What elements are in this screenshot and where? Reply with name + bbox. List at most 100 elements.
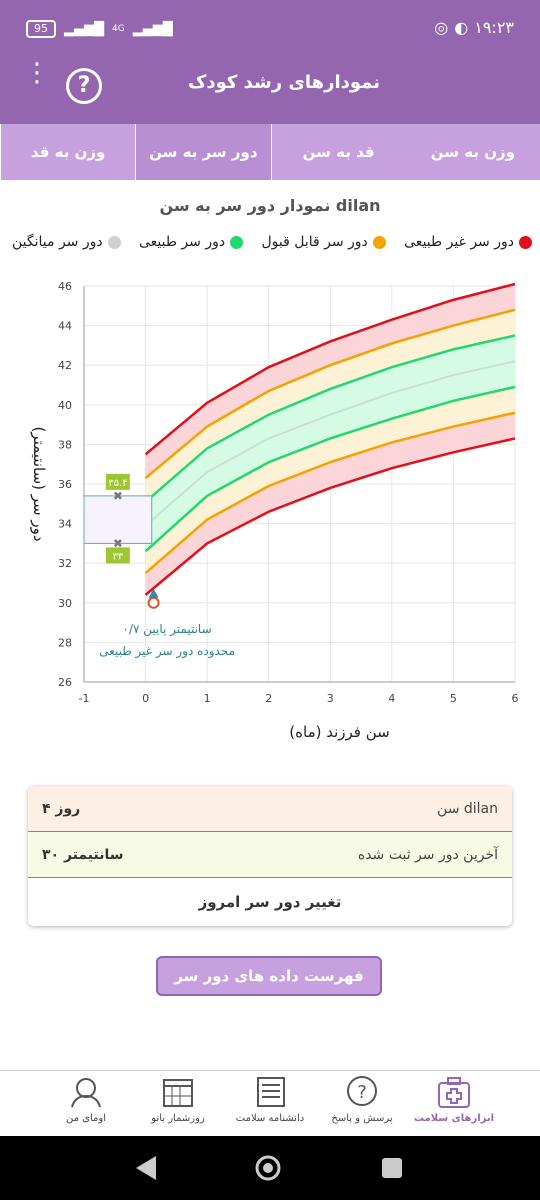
last-measurement-value: ۳۰ سانتیمتر [42,846,124,863]
age-row: سن dilan ۴ روز [28,786,512,832]
normal-range-box [83,495,153,544]
svg-text:?: ? [357,1082,367,1103]
nav-label: اومای من [66,1113,106,1124]
x-tick-label: -1 [79,692,90,705]
newspaper-icon [257,1077,285,1107]
nav-my-profile[interactable]: اومای من [44,1071,128,1136]
series-line-red_low [144,437,516,596]
signal-icon: ▂▄▆█ [64,21,104,37]
help-button[interactable]: ? [66,68,102,104]
status-right: ◎ ◐ ۱۹:۲۳ [434,18,514,37]
range-marker-low: ✖ [113,536,123,550]
chart-tabs: وزن به سن قد به سن دور سر به سن وزن به ق… [0,124,540,180]
system-navigation-bar [0,1136,540,1200]
nav-label: پرسش و پاسخ [331,1113,393,1124]
y-tick-label: 44 [58,320,72,333]
y-tick-label: 46 [58,280,72,293]
last-measurement-label: آخرین دور سر ثبت شده [357,846,498,863]
back-icon [136,1156,156,1180]
age-value: ۴ روز [42,800,81,817]
range-badge-label-high: ۳۵.۴ [108,478,127,489]
overflow-menu-icon[interactable]: ⋮ [24,58,50,88]
tab-weight-for-age[interactable]: وزن به سن [430,143,515,161]
calendar-icon [163,1079,193,1107]
today-change-label: تغییر دور سر امروز [198,893,342,911]
home-icon [255,1155,281,1181]
range-marker-high: ✖ [113,489,123,503]
data-list-button[interactable]: فهرست داده های دور سر DILAN [156,956,382,1021]
nav-label: روزشمار بانو [151,1113,205,1124]
recents-icon [382,1158,402,1178]
percentile-band [145,284,516,479]
app-bar: ⋮ ? نمودارهای رشد کودک [0,44,540,124]
annotation-line: محدوده دور سر غیر طبیعی [99,644,235,659]
user-avatar-icon [71,1078,101,1108]
series-line-green_high [144,334,516,503]
last-measurement-row: آخرین دور سر ثبت شده ۳۰ سانتیمتر [28,832,512,878]
nav-label: ابزارهای سلامت [413,1113,495,1124]
legend-item-median: دور سر میانگین [12,234,121,250]
y-tick-label: 34 [58,518,72,531]
series-line-red_high [144,282,516,456]
network-label: 4G [112,24,125,34]
signal-icon-2: ▂▄▆█ [132,21,173,37]
nav-questions[interactable]: ? پرسش و پاسخ [320,1071,404,1136]
info-card: سن dilan ۴ روز آخرین دور سر ثبت شده ۳۰ س… [28,786,512,926]
today-change-row[interactable]: تغییر دور سر امروز [28,878,512,926]
percentile-band [145,335,516,552]
y-axis-label: دور سر (سانتیمتر) [30,426,48,541]
tab-height-for-age[interactable]: قد به سن [270,124,406,180]
nav-label: دانشنامه سلامت [235,1113,305,1124]
legend-dot-icon [519,235,532,249]
clock: ۱۹:۲۳ [474,18,514,37]
y-tick-label: 30 [58,597,72,610]
x-tick-label: 6 [512,692,519,705]
y-tick-label: 28 [58,636,72,649]
y-tick-label: 32 [58,557,72,570]
x-tick-label: 3 [327,692,334,705]
range-badge-low [105,547,130,564]
status-left: 95 ▂▄▆█ 4G ▂▄▆█ [26,20,173,38]
bottom-navigation: ابزارهای سلامت ? پرسش و پاسخ دانشنامه سل… [0,1070,540,1136]
battery-indicator: 95 [26,20,56,38]
system-nav-icons [136,1155,402,1181]
annotation-line: ۰/۷ سانتیمتر پایین [123,622,212,637]
x-tick-label: 4 [388,692,395,705]
legend-dot-icon [107,235,121,249]
legend-label: دور سر میانگین [12,234,103,250]
instagram-icon: ◎ [434,18,449,37]
x-tick-label: 2 [265,692,272,705]
x-tick-label: 0 [142,692,149,705]
percentile-band [145,412,516,595]
legend-label: دور سر غیر طبیعی [404,234,514,250]
series-line-orange_low [144,411,516,575]
y-tick-label: 38 [58,438,72,451]
range-badge-label-low: ۳۳ [112,551,123,562]
y-tick-label: 40 [58,399,72,412]
series-line-median [144,360,516,527]
nav-calendar[interactable]: روزشمار بانو [136,1071,220,1136]
nav-encyclopedia[interactable]: دانشنامه سلامت [228,1071,312,1136]
legend-item-abnormal: دور سر غیر طبیعی [404,234,532,250]
measurement-arrow-icon [148,588,159,598]
y-tick-label: 26 [58,676,72,689]
measurement-point [147,596,160,609]
legend-label: دور سر قابل قبول [261,234,368,250]
series-line-green_low [144,385,516,553]
legend-label: دور سر طبیعی [138,234,226,250]
range-badge-high [105,473,130,490]
x-tick-label: 5 [450,692,457,705]
legend-item-acceptable: دور سر قابل قبول [261,234,386,250]
nav-health-tools[interactable]: ابزارهای سلامت [412,1071,496,1136]
page-title: نمودارهای رشد کودک [187,72,380,93]
app-notification-icon: ◐ [454,18,469,37]
x-axis-label: سن فرزند (ماه) [289,723,389,741]
y-tick-label: 36 [58,478,72,491]
age-label: سن dilan [437,800,498,817]
chart-title: نمودار دور سر به سن dilan [159,196,381,215]
y-tick-label: 42 [58,359,72,372]
tab-head-for-age[interactable]: دور سر به سن [135,124,271,180]
tab-weight-for-height[interactable]: وزن به قد [0,124,135,180]
legend-item-normal: دور سر طبیعی [138,234,244,250]
